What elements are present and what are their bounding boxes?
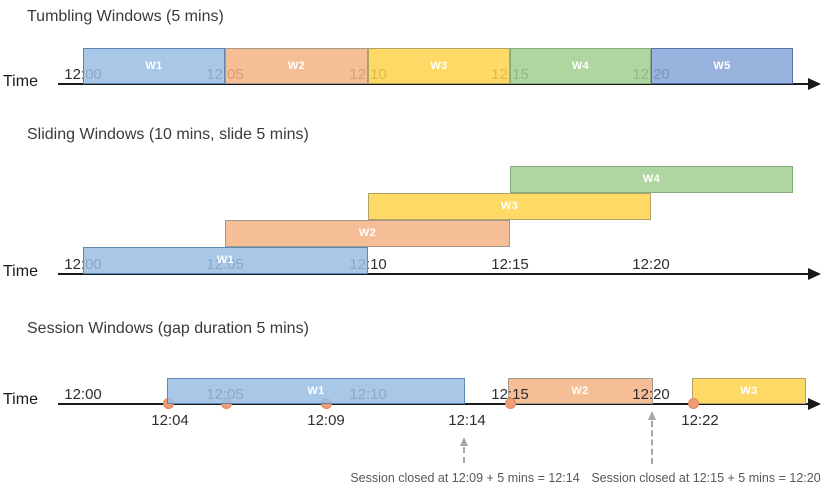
axis-tick-label: 12:15	[491, 256, 529, 273]
window-label: W1	[216, 254, 235, 266]
session-closed-annotation: Session closed at 12:15 + 5 mins = 12:20	[591, 471, 821, 485]
up-arrow-dashed-line	[651, 421, 653, 464]
axis-tick-label: 12:20	[632, 256, 670, 273]
window-label: W3	[500, 200, 519, 212]
time-axis-line	[58, 403, 810, 405]
window-box-w5: W5	[651, 48, 793, 84]
window-box-w4: W4	[510, 166, 793, 193]
window-box-w1: W1	[83, 247, 368, 274]
window-box-w3: W3	[368, 48, 510, 84]
event-time-label: 12:04	[151, 412, 189, 429]
event-time-label: 12:09	[307, 412, 345, 429]
window-box-w3: W3	[368, 193, 651, 220]
time-axis-line	[58, 83, 810, 85]
window-label: W1	[145, 60, 163, 72]
up-arrow-head-icon	[648, 411, 656, 420]
up-arrow-head-icon	[460, 437, 468, 446]
window-box-w2	[508, 378, 653, 404]
axis-tick-label: 12:00	[64, 386, 102, 403]
window-label: W3	[430, 60, 448, 72]
window-box-w3	[692, 378, 806, 404]
axis-tick-label: 12:20	[632, 386, 670, 403]
sliding-time-axis-label: Time	[3, 263, 38, 280]
event-dot	[687, 398, 699, 409]
window-label: W3	[740, 385, 758, 397]
tumbling-time-axis-label: Time	[3, 73, 38, 90]
axis-tick-label: 12:15	[491, 386, 529, 403]
window-box-w4: W4	[510, 48, 651, 84]
window-box-w1: W1	[83, 48, 225, 84]
event-time-label: 12:14	[448, 412, 486, 429]
window-label: W2	[571, 385, 589, 397]
up-arrow-dashed-line	[463, 447, 465, 463]
tumbling-section-title: Tumbling Windows (5 mins)	[27, 8, 224, 25]
window-label: W4	[642, 173, 661, 185]
session-time-axis-label: Time	[3, 391, 38, 408]
event-dot	[504, 398, 516, 409]
window-box-w1	[167, 378, 465, 404]
window-label: W4	[571, 60, 590, 72]
window-label: W2	[287, 60, 306, 72]
window-box-w2: W2	[225, 220, 510, 247]
window-label: W1	[307, 385, 325, 397]
time-axis-line	[58, 273, 810, 275]
session-section-title: Session Windows (gap duration 5 mins)	[27, 320, 309, 337]
window-box-w2: W2	[225, 48, 368, 84]
axis-arrowhead-icon	[808, 78, 821, 90]
session-closed-annotation: Session closed at 12:09 + 5 mins = 12:14	[350, 471, 580, 485]
sliding-section-title: Sliding Windows (10 mins, slide 5 mins)	[27, 126, 309, 143]
event-time-label: 12:22	[681, 412, 719, 429]
window-label: W2	[358, 227, 377, 239]
axis-arrowhead-icon	[808, 398, 821, 410]
axis-arrowhead-icon	[808, 268, 821, 280]
window-label: W5	[713, 60, 731, 72]
